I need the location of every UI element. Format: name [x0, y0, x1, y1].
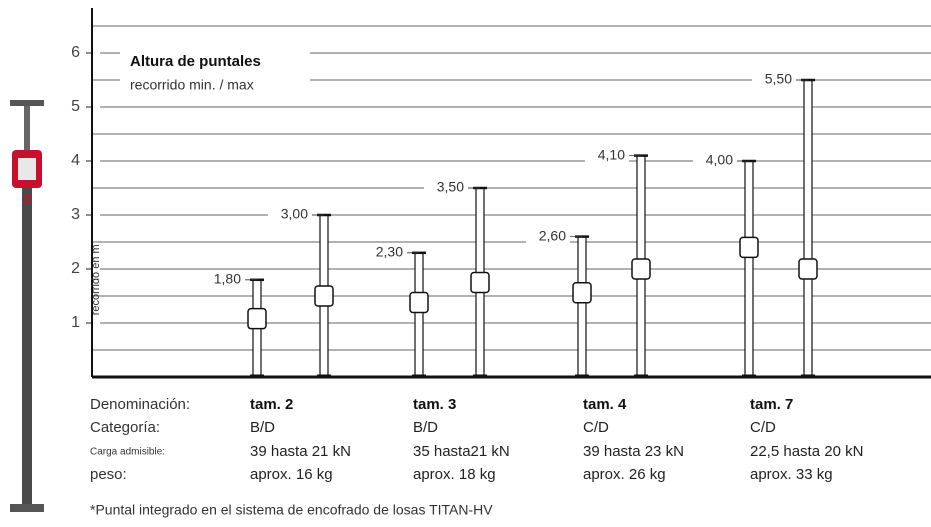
- chart-title: Altura de puntales: [130, 53, 261, 70]
- y-tick-label: 1: [71, 314, 80, 331]
- column-name: tam. 2: [250, 396, 293, 413]
- load: 22,5 hasta 20 kN: [750, 443, 863, 460]
- y-tick-label: 5: [71, 98, 80, 115]
- prop-base-plate: [10, 504, 44, 512]
- value-label: 3,00: [281, 206, 308, 222]
- prop: [471, 188, 489, 377]
- prop-collar: [799, 259, 817, 279]
- prop-tube: [415, 253, 423, 377]
- prop-collar: [315, 286, 333, 306]
- prop: [315, 215, 333, 377]
- row-label: Denominación:: [90, 396, 190, 413]
- prop-collar: [573, 283, 591, 303]
- y-tick-label: 2: [71, 260, 80, 277]
- y-axis-label: recorrido en m: [90, 244, 102, 315]
- value-label: 4,00: [706, 152, 733, 168]
- prop-collar: [248, 309, 266, 329]
- category: C/D: [583, 419, 609, 436]
- y-tick-label: 3: [71, 206, 80, 223]
- prop: [632, 156, 650, 377]
- prop-label: 2: [23, 191, 31, 207]
- footnote: *Puntal integrado en el sistema de encof…: [90, 502, 493, 518]
- load: 39 hasta 21 kN: [250, 443, 351, 460]
- column-name: tam. 3: [413, 396, 456, 413]
- y-tick-label: 6: [71, 44, 80, 61]
- prop-collar: [740, 237, 758, 257]
- category: C/D: [750, 419, 776, 436]
- prop-outer-tube: [22, 156, 32, 506]
- prop-collar: [410, 292, 428, 312]
- column-name: tam. 4: [583, 396, 627, 413]
- prop-inner-tube: [24, 106, 30, 156]
- prop-collar: [632, 259, 650, 279]
- category: B/D: [413, 419, 438, 436]
- weight: aprox. 18 kg: [413, 466, 496, 483]
- column-name: tam. 7: [750, 396, 793, 413]
- row-label: peso:: [90, 466, 127, 483]
- chart-subtitle: recorrido min. / max: [130, 77, 254, 93]
- prop-collar: [471, 273, 489, 293]
- weight: aprox. 16 kg: [250, 466, 333, 483]
- chart: 2 1 2 3 4 5 6 recorrido en m Altura de puntales…: [0, 0, 931, 527]
- weight: aprox. 26 kg: [583, 466, 666, 483]
- weight: aprox. 33 kg: [750, 466, 833, 483]
- prop: [410, 253, 428, 377]
- y-tick-label: 4: [71, 152, 80, 169]
- value-label: 5,50: [765, 71, 792, 87]
- prop-tube: [745, 161, 753, 377]
- prop: [799, 80, 817, 377]
- value-label: 1,80: [214, 271, 241, 287]
- load: 35 hasta21 kN: [413, 443, 510, 460]
- prop-top-plate: [10, 100, 44, 106]
- value-label: 3,50: [437, 179, 464, 195]
- load: 39 hasta 23 kN: [583, 443, 684, 460]
- prop-collar-window: [18, 158, 36, 180]
- prop-tube: [804, 80, 812, 377]
- prop: [573, 237, 591, 377]
- value-label: 2,30: [376, 244, 403, 260]
- value-label: 4,10: [598, 146, 625, 162]
- row-label: Categoría:: [90, 419, 160, 436]
- category: B/D: [250, 419, 275, 436]
- prop: [248, 280, 266, 377]
- prop-illustration: 2: [10, 100, 44, 512]
- value-label: 2,60: [539, 227, 566, 243]
- row-label: Carga admisible:: [90, 447, 165, 458]
- prop-tube: [578, 237, 586, 377]
